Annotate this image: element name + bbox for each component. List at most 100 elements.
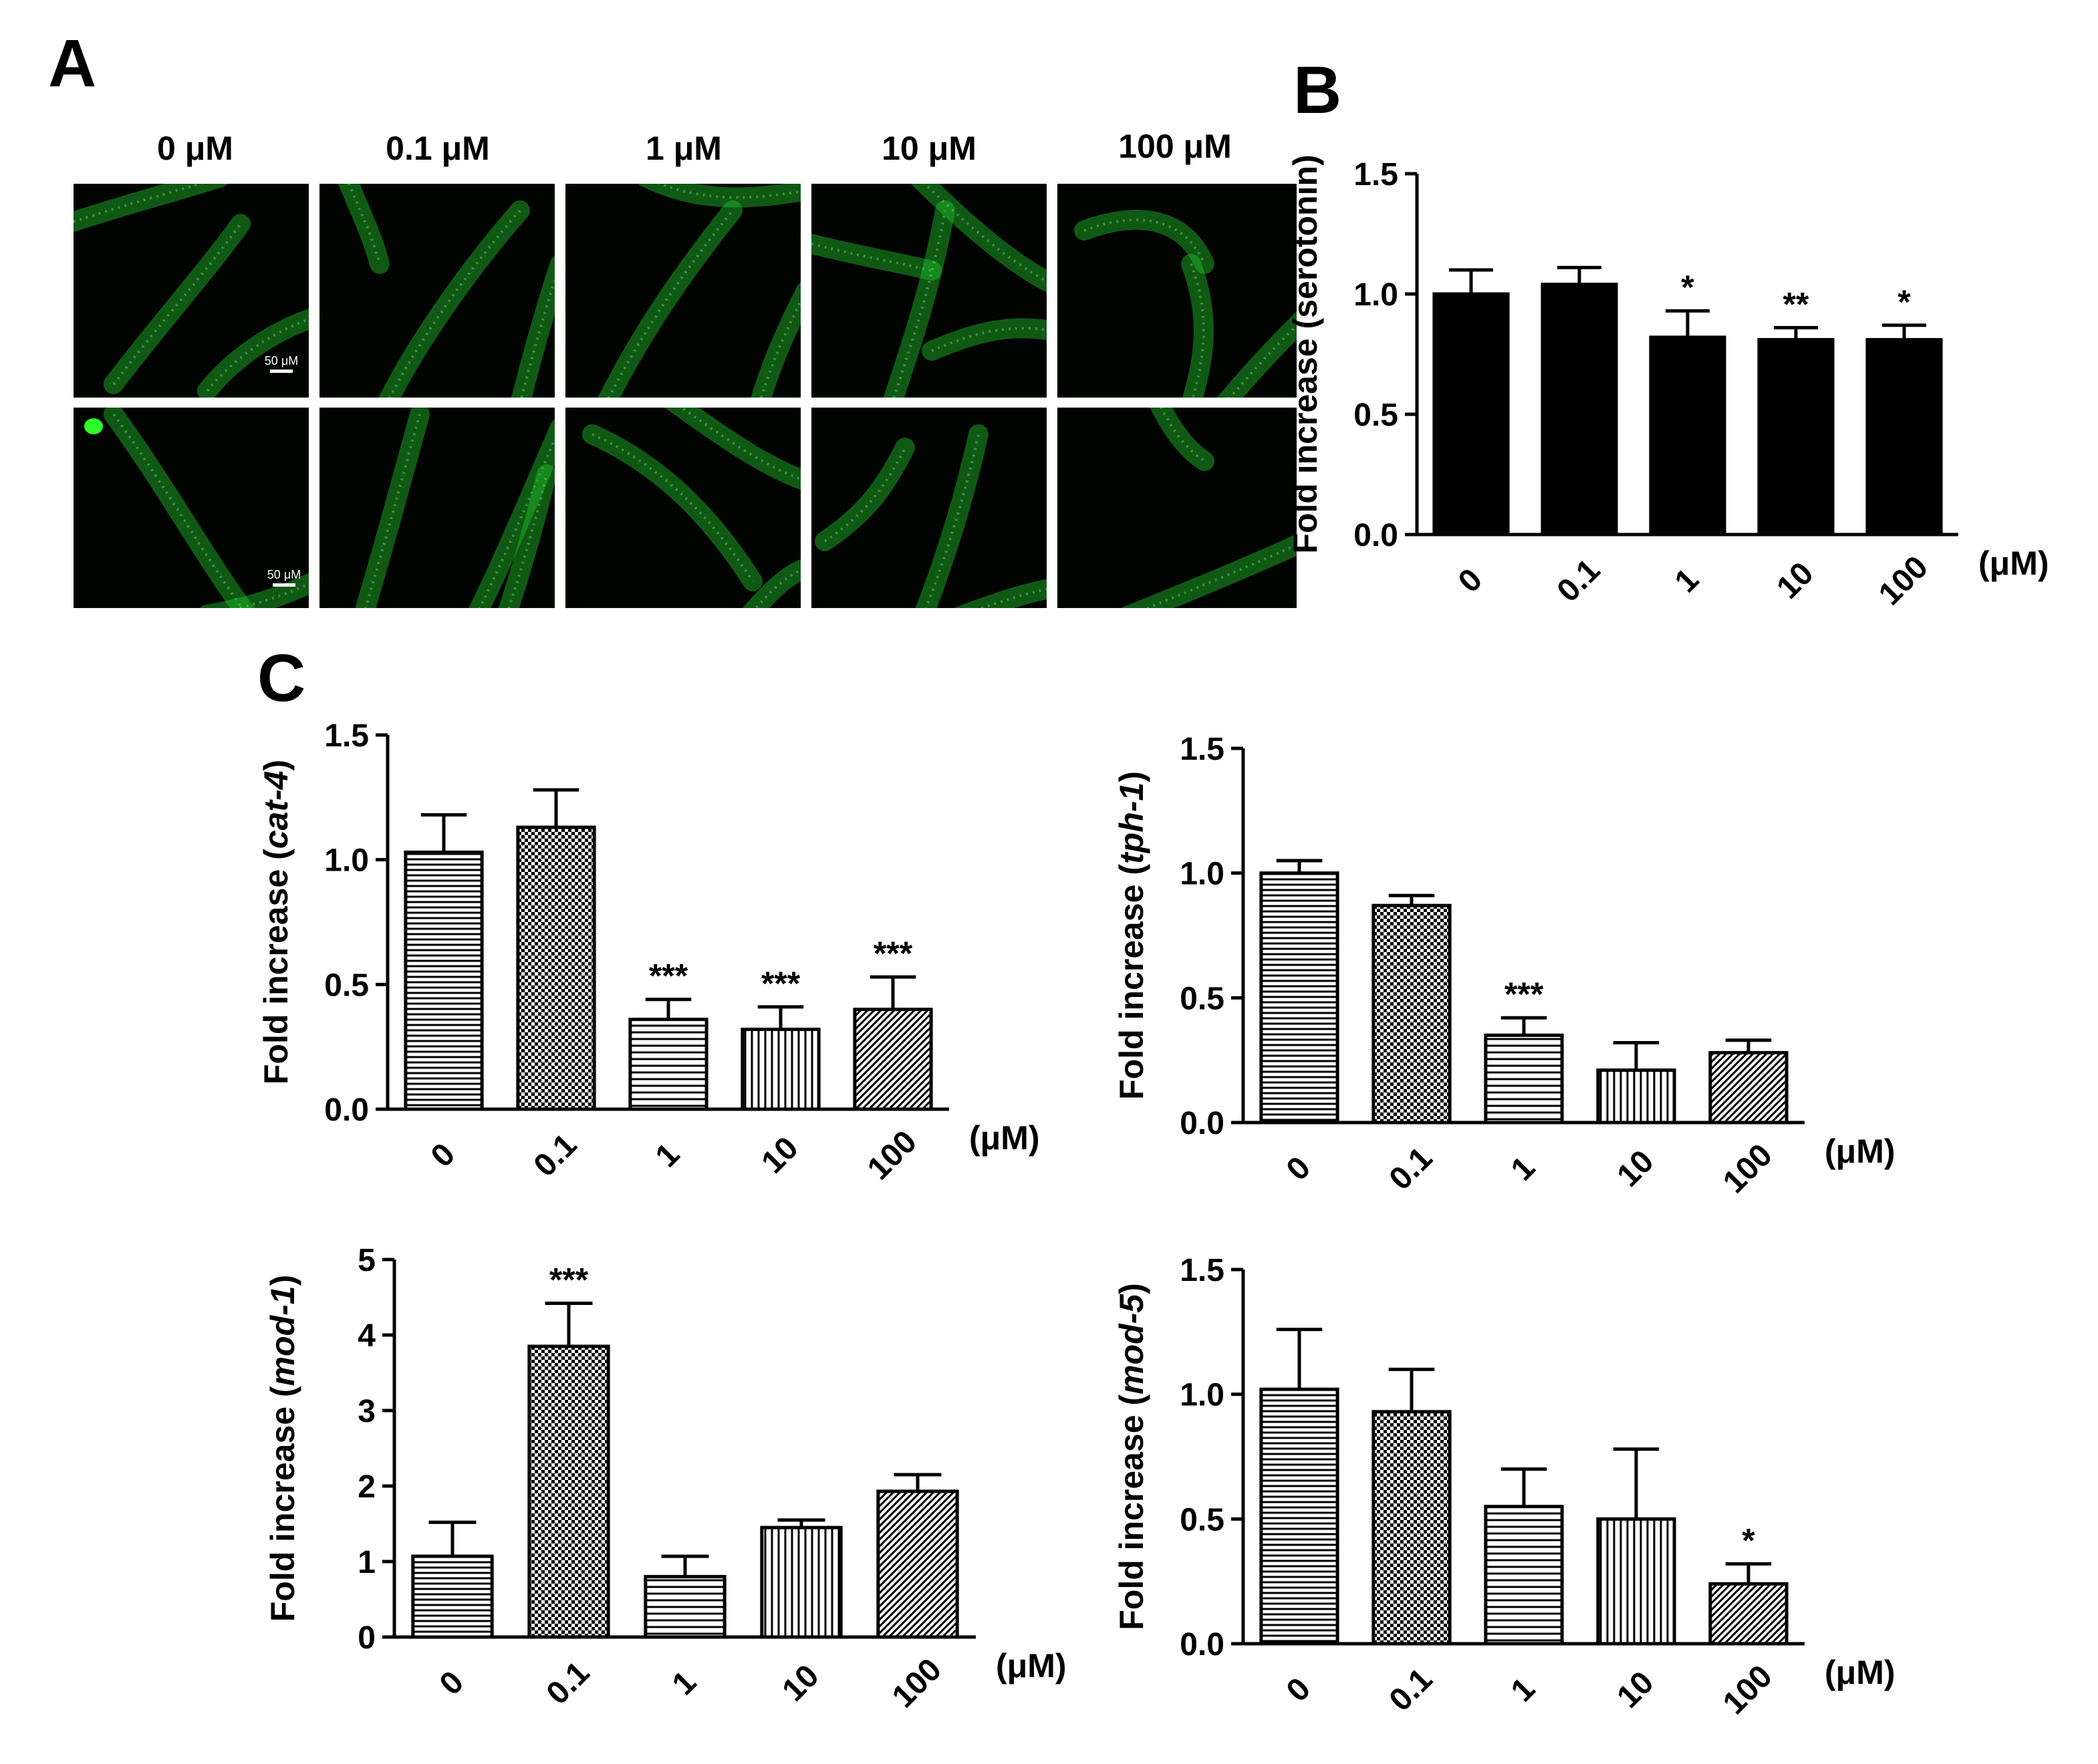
x-tick-label: 100 xyxy=(886,1652,948,1715)
y-axis-label-gene: mod-1 xyxy=(264,1286,301,1386)
bar xyxy=(1596,1068,1676,1125)
y-tick-label: 0.5 xyxy=(1353,398,1398,433)
micrograph-canvas xyxy=(84,408,309,608)
micrograph-canvas xyxy=(355,408,555,608)
x-tick-label: 1 xyxy=(1668,562,1706,599)
worm-body xyxy=(598,200,743,398)
worm-texture xyxy=(233,582,309,608)
worm-body xyxy=(954,579,1047,608)
worm-texture xyxy=(1083,218,1206,265)
y-tick-label: 1.0 xyxy=(1180,857,1224,892)
bar xyxy=(644,1575,727,1639)
y-axis-label: Fold increase (mod-5) xyxy=(1113,1283,1150,1630)
y-axis-label-suffix: ) xyxy=(257,760,295,771)
y-axis-label-gene: mod-5 xyxy=(1113,1294,1150,1394)
bar xyxy=(1708,1582,1789,1646)
x-tick-label: 10 xyxy=(1610,1664,1660,1715)
bar xyxy=(1649,335,1726,537)
significance-label: *** xyxy=(874,935,913,972)
micrograph-1-row2 xyxy=(565,408,801,608)
x-tick-label: 100 xyxy=(1872,549,1935,612)
y-axis-label-suffix: ) xyxy=(264,1275,301,1286)
y-tick-label: 1 xyxy=(358,1545,376,1580)
y-axis-label-suffix: ) xyxy=(1287,154,1324,166)
y-tick-label: 2 xyxy=(358,1469,376,1505)
bar xyxy=(876,1489,959,1639)
col-label-0: 0 μM xyxy=(157,130,233,167)
bar xyxy=(516,825,596,1111)
significance-label: *** xyxy=(649,958,688,995)
y-axis-label: Fold increase (tph-1) xyxy=(1113,771,1150,1100)
worm-body xyxy=(1120,533,1297,608)
y-axis-label-gene: cat-4 xyxy=(257,771,295,849)
scale-bar-line xyxy=(273,583,295,587)
micrograph-canvas xyxy=(338,184,555,398)
micrograph-0-1-row1 xyxy=(319,184,555,398)
bar xyxy=(1865,337,1943,537)
worm-body xyxy=(1216,311,1297,398)
x-unit-label: (μM) xyxy=(996,1647,1067,1684)
worm-body xyxy=(582,424,763,591)
worm-texture xyxy=(74,184,205,223)
x-tick-label: 1 xyxy=(1504,1671,1542,1709)
x-unit-label: (μM) xyxy=(1825,1654,1895,1691)
x-tick-label: 1 xyxy=(666,1664,703,1702)
worm-body xyxy=(664,408,801,490)
worm-body xyxy=(1074,210,1214,274)
y-axis-label-suffix: ) xyxy=(1113,1283,1150,1294)
worm-body xyxy=(815,438,915,551)
y-axis-label-prefix: Fold increase ( xyxy=(1113,864,1150,1100)
x-tick-label: 100 xyxy=(861,1124,924,1187)
y-axis-label: Fold increase (cat-4) xyxy=(257,760,295,1084)
col-label-1: 1 μM xyxy=(646,130,722,167)
worm-body xyxy=(743,559,801,608)
y-tick-label: 5 xyxy=(358,1243,376,1278)
col-label-0-1: 0.1 μM xyxy=(386,130,490,167)
bar xyxy=(527,1344,610,1639)
y-tick-label: 0.0 xyxy=(1180,1627,1224,1662)
panel-a-letter: A xyxy=(48,26,97,101)
significance-label: ** xyxy=(1783,285,1809,323)
significance-label: * xyxy=(1681,269,1694,306)
chart-tph1: 0.0 0.5 1.0 1.5 Fold increase (tph-1) 0 0.1 1 **… xyxy=(1113,732,1895,1200)
worm-body xyxy=(104,408,255,608)
scale-bar-row2: 50 μM xyxy=(261,568,307,587)
y-axis-label: Fold increase (serotonin) xyxy=(1287,154,1324,553)
worm-texture xyxy=(924,434,980,608)
x-tick-label: 0 xyxy=(1280,1150,1317,1187)
scale-bar-row1: 50 μM xyxy=(258,354,305,373)
significance-label: * xyxy=(1742,1522,1755,1560)
worm-body xyxy=(104,214,251,394)
scale-bar-line xyxy=(270,370,293,373)
bar xyxy=(1596,1517,1676,1646)
significance-label: *** xyxy=(1504,976,1544,1013)
bar xyxy=(1259,1387,1339,1646)
x-tick-label: 100 xyxy=(1716,1137,1779,1200)
y-tick-label: 1.5 xyxy=(1180,732,1224,767)
worm-body xyxy=(1150,408,1214,471)
worm-body xyxy=(338,184,390,274)
chart-serotonin: 0.0 0.5 1.0 1.5 Fold increase (serotonin) 0 0.… xyxy=(1287,154,2049,612)
worm-body xyxy=(355,408,430,608)
bar xyxy=(1259,871,1339,1125)
worm-body xyxy=(1181,254,1214,398)
x-tick-label: 0 xyxy=(1452,562,1489,599)
worm-texture xyxy=(1190,263,1205,398)
y-axis-label-suffix: ) xyxy=(1113,771,1150,782)
micrograph-0-row1 xyxy=(74,184,309,398)
x-tick-label: 1 xyxy=(1504,1150,1542,1187)
bar xyxy=(853,1008,933,1111)
worm-body xyxy=(378,200,530,398)
micrograph-100-row2 xyxy=(1057,408,1297,608)
bar xyxy=(1484,1505,1564,1646)
x-tick-label: 0 xyxy=(1280,1671,1317,1709)
x-tick-label: 10 xyxy=(775,1658,825,1708)
worm-body xyxy=(469,419,555,608)
y-axis-label-gene: serotonin xyxy=(1287,166,1324,318)
micrograph-canvas xyxy=(1120,408,1297,608)
worm-body xyxy=(883,200,955,398)
significance-label: *** xyxy=(549,1262,589,1299)
worm-texture xyxy=(679,408,801,481)
bar xyxy=(1708,1050,1789,1125)
chart-mod5: 0.0 0.5 1.0 1.5 Fold increase (mod-5) 0 0.1 1 10… xyxy=(1113,1253,1895,1721)
